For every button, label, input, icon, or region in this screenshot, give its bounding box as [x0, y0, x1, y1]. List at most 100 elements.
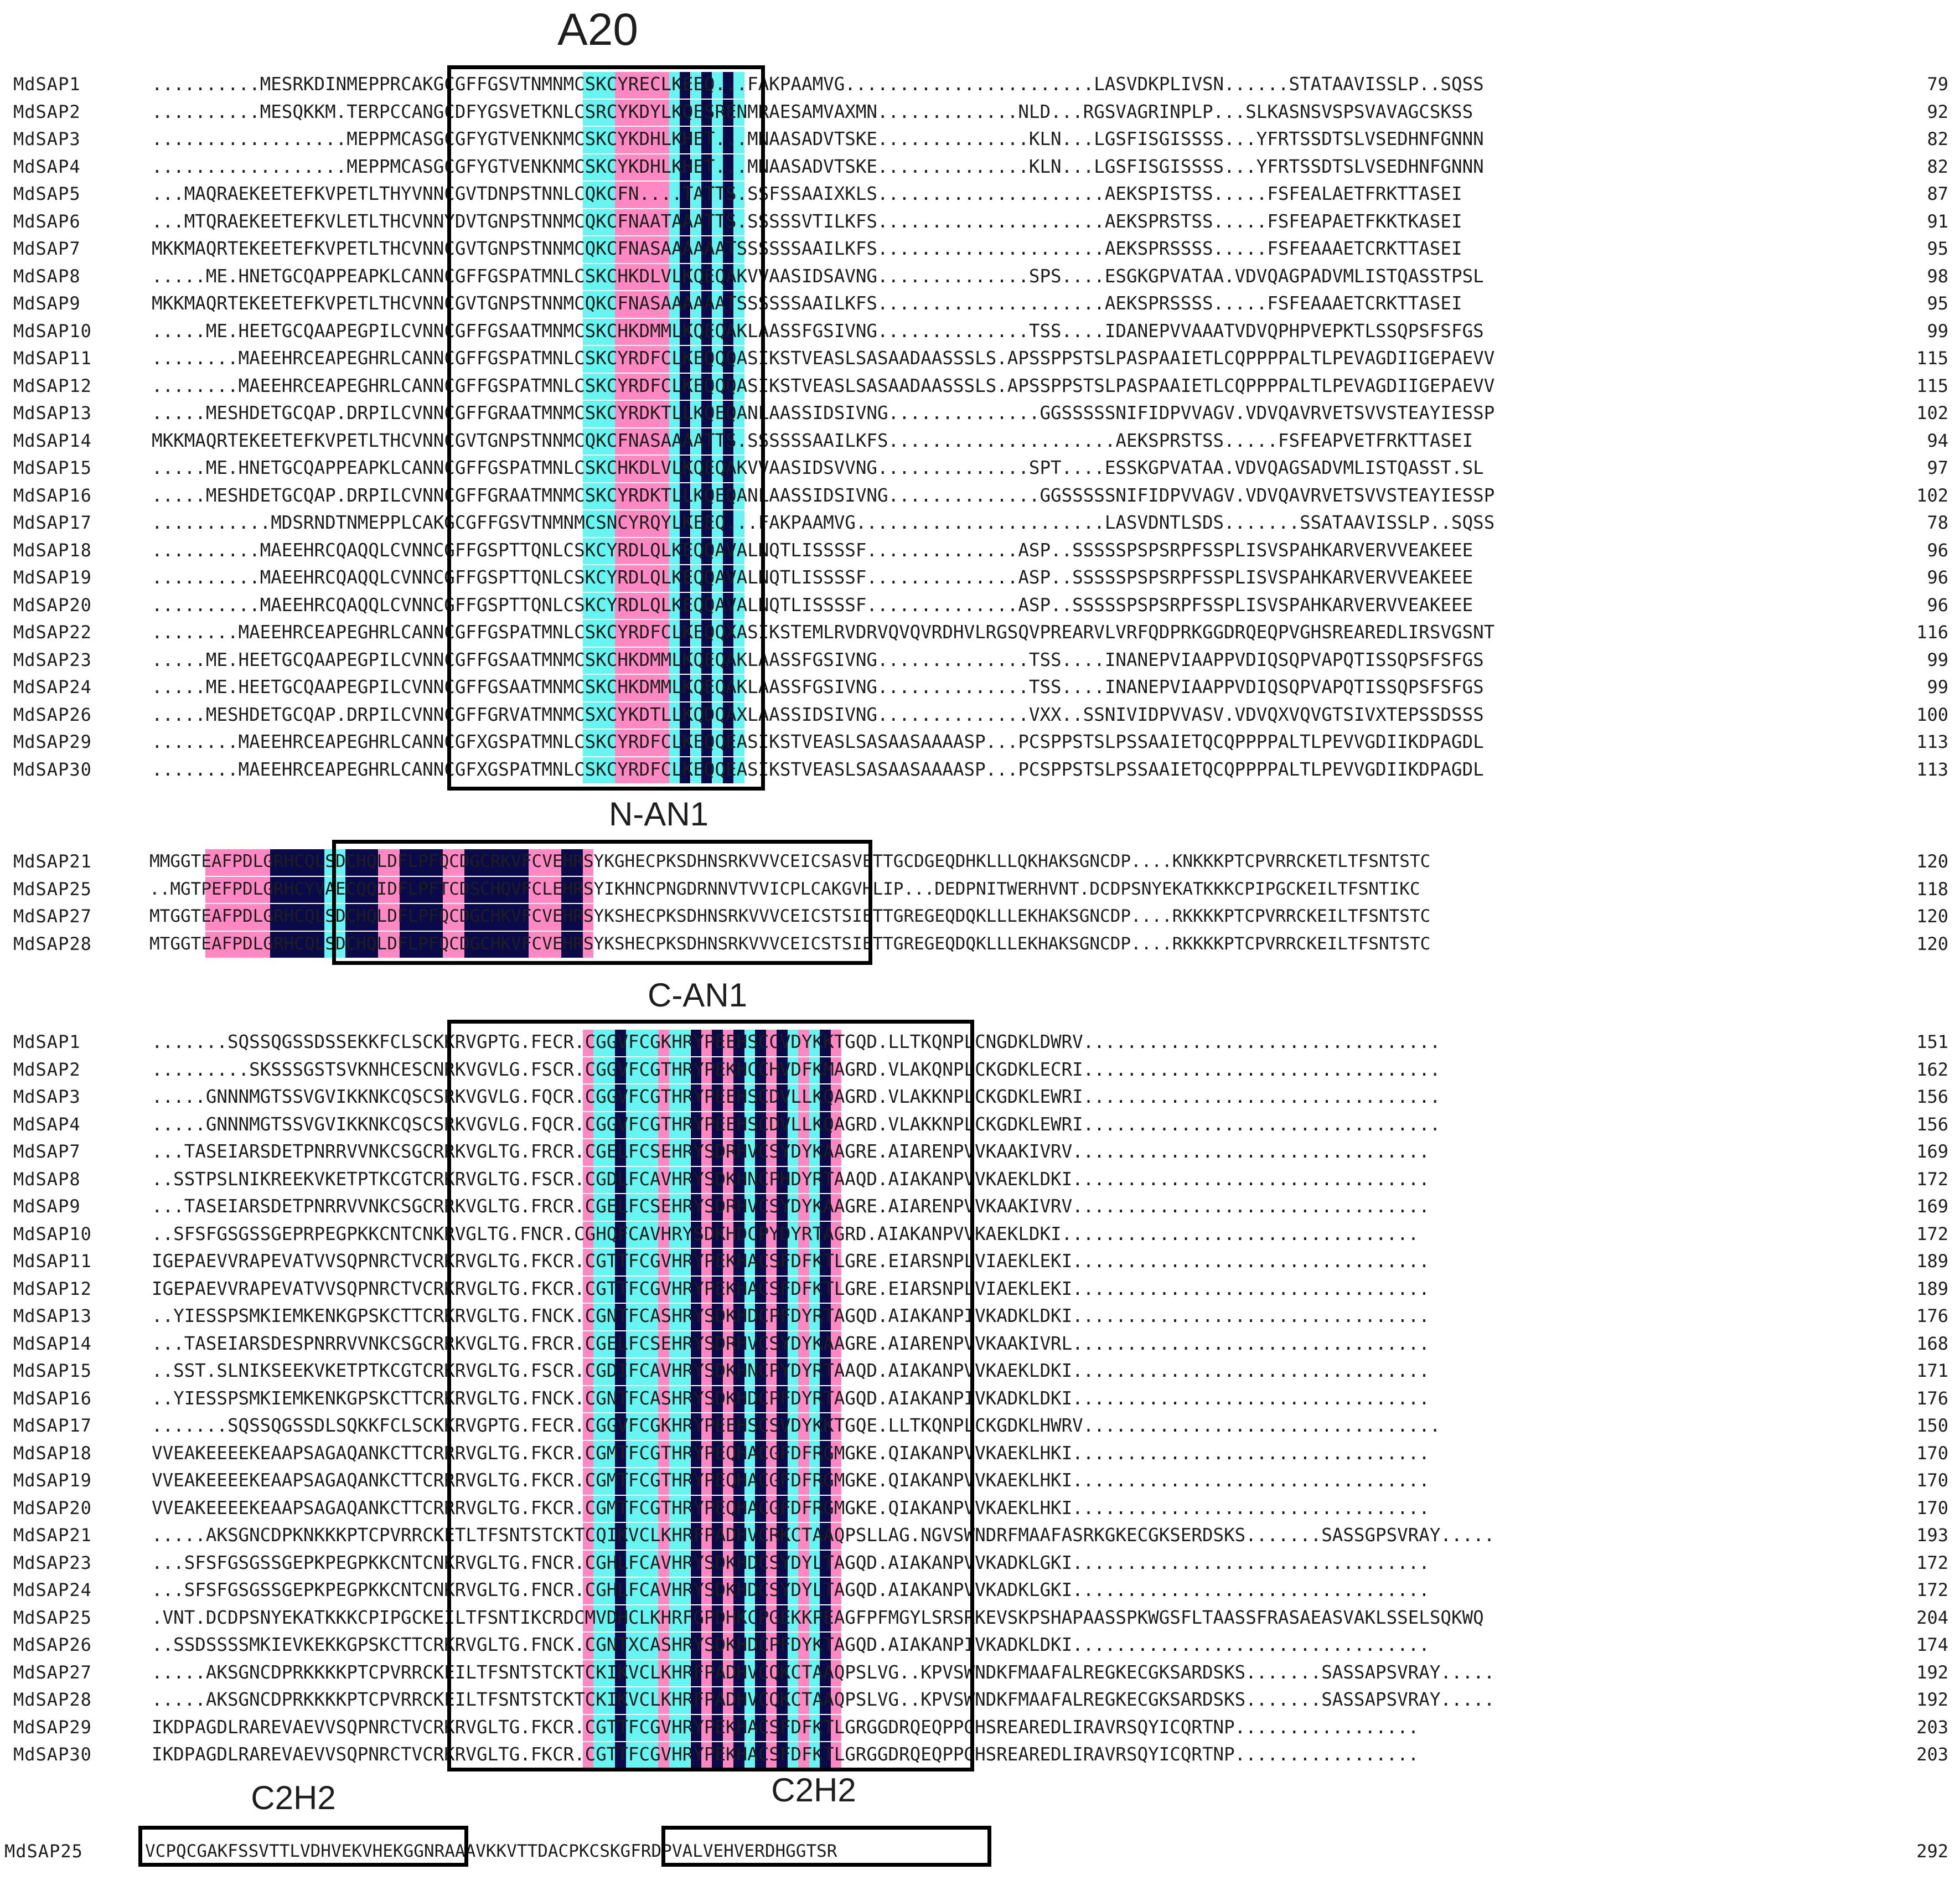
conservation-shading: [809, 1633, 820, 1659]
conservation-shading: [615, 1249, 626, 1275]
sequence-name: MdSAP17: [13, 512, 92, 533]
conservation-shading: [798, 1714, 809, 1741]
conservation-shading: [701, 1660, 712, 1686]
conservation-shading: [625, 1523, 659, 1550]
conservation-shading: [582, 1249, 594, 1275]
conservation-shading: [820, 1605, 831, 1631]
conservation-shading: [270, 904, 324, 931]
conservation-shading: [625, 1687, 659, 1714]
conservation-shading: [755, 1687, 766, 1714]
conservation-shading: [582, 1633, 594, 1659]
conservation-shading: [593, 1112, 616, 1138]
conservation-shading: [399, 931, 443, 958]
sequence-residues: MMGGTEAFPDLGRHCQLSDCHQLDFLPFQCDGCRKVFCVE…: [149, 851, 1431, 871]
conservation-shading: [669, 1742, 691, 1769]
sequence-position-number: 97: [1927, 457, 1948, 478]
conservation-shading: [701, 702, 712, 729]
conservation-shading: [830, 1359, 842, 1385]
conservation-shading: [625, 1139, 659, 1166]
conservation-shading: [787, 1605, 799, 1631]
conservation-shading: [798, 1687, 809, 1714]
conservation-shading: [722, 291, 734, 318]
alignment-row: MdSAP7 ...TASEIARSDETPNRRVVNKCSGCRRKVGLTG…: [0, 1138, 1960, 1166]
conservation-shading: [755, 1304, 766, 1330]
conservation-shading: [637, 592, 648, 619]
sequence-residues: ........MAEEHRCEAPEGHRLCANNCGFFGSPATMNLC…: [152, 348, 1495, 369]
conservation-shading: [561, 876, 583, 903]
conservation-shading: [658, 1166, 669, 1193]
conservation-shading: [766, 1304, 777, 1330]
alignment-row: MdSAP14 MKKMAQRTEKEETEFKVPETLTHCVNNCGVTGN…: [0, 427, 1960, 454]
conservation-shading: [777, 1605, 788, 1631]
conservation-shading: [582, 1276, 594, 1303]
conservation-shading: [722, 1523, 734, 1550]
sequence-name: MdSAP30: [13, 1744, 92, 1765]
conservation-shading: [820, 1359, 831, 1385]
conservation-shading: [690, 1742, 701, 1769]
conservation-shading: [647, 757, 659, 783]
conservation-shading: [690, 1468, 701, 1495]
conservation-shading: [615, 1495, 626, 1522]
conservation-shading: [625, 1194, 659, 1221]
conservation-shading: [669, 1660, 691, 1686]
conservation-shading: [722, 1742, 734, 1769]
conservation-shading: [690, 510, 701, 537]
conservation-shading: [809, 1221, 820, 1248]
sequence-name: MdSAP10: [13, 1223, 92, 1244]
conservation-shading: [669, 1714, 691, 1741]
conservation-shading: [690, 1386, 701, 1412]
conservation-shading: [637, 99, 648, 126]
conservation-shading: [733, 291, 744, 318]
conservation-shading: [744, 1495, 756, 1522]
sequence-residues: .......SQSSQGSSDLSQKKFCLSCKKRVGPTG.FECR.…: [152, 1415, 1441, 1436]
conservation-shading: [690, 592, 701, 619]
conservation-shading: [701, 1714, 712, 1741]
conservation-shading: [798, 1605, 809, 1631]
conservation-shading: [593, 1304, 616, 1330]
conservation-shading: [582, 1742, 594, 1769]
conservation-shading: [798, 1523, 809, 1550]
conservation-shading: [690, 127, 701, 153]
conservation-shading: [582, 904, 594, 931]
conservation-shading: [766, 1276, 777, 1303]
conservation-shading: [733, 346, 744, 373]
conservation-shading: [777, 1742, 788, 1769]
conservation-shading: [615, 1112, 626, 1138]
conservation-shading: [701, 127, 712, 153]
conservation-shading: [637, 730, 648, 756]
conservation-shading: [690, 1249, 701, 1275]
conservation-shading: [722, 1331, 734, 1357]
conservation-shading: [658, 1742, 669, 1769]
sequence-position-number: 91: [1927, 210, 1948, 232]
conservation-shading: [690, 346, 701, 373]
sequence-position-number: 189: [1916, 1251, 1948, 1272]
conservation-shading: [615, 236, 626, 263]
conservation-shading: [701, 592, 712, 619]
conservation-shading: [582, 876, 594, 903]
conservation-shading: [722, 1249, 734, 1275]
conservation-shading: [615, 1550, 626, 1577]
sequence-position-number: 169: [1916, 1196, 1948, 1217]
conservation-shading: [625, 456, 637, 482]
conservation-shading: [733, 483, 744, 509]
conservation-shading: [658, 264, 669, 290]
conservation-shading: [809, 1578, 820, 1604]
conservation-shading: [701, 1386, 712, 1412]
conservation-shading: [722, 1276, 734, 1303]
conservation-shading: [658, 1633, 669, 1659]
conservation-shading: [680, 592, 691, 619]
conservation-shading: [809, 1605, 820, 1631]
conservation-shading: [701, 1687, 712, 1714]
conservation-shading: [701, 1057, 712, 1083]
conservation-shading: [809, 1057, 820, 1083]
alignment-row: MdSAP3 .....GNNNMGTSSVGVIKKNKCQSCSRKVGVLG…: [0, 1083, 1960, 1111]
conservation-shading: [755, 1605, 766, 1631]
conservation-shading: [593, 592, 604, 619]
conservation-shading: [777, 1139, 788, 1166]
conservation-shading: [593, 1742, 616, 1769]
conservation-shading: [582, 401, 594, 427]
conservation-shading: [658, 1194, 669, 1221]
alignment-row: MdSAP26 .....MESHDETGCQAP.DRPILCVNNCGFFGR…: [0, 701, 1960, 729]
conservation-shading: [798, 1249, 809, 1275]
conservation-shading: [625, 1633, 659, 1659]
